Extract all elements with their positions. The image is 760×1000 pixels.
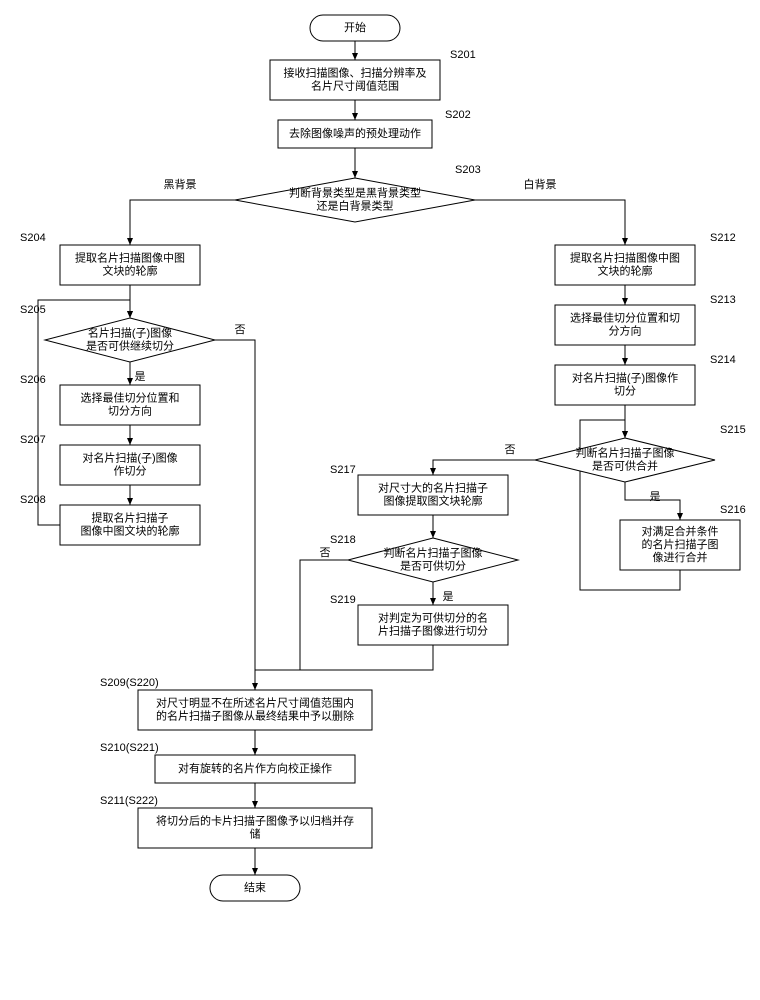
step-label-s205: S205 [20,304,46,316]
node-text-s212: 文块的轮廓 [598,263,653,277]
node-text-s205: 名片扫描(子)图像 [88,325,172,339]
node-text-s215: 是否可供合并 [592,458,658,472]
node-text-s207: 对名片扫描(子)图像 [82,450,177,464]
node-text-s216: 对满足合并条件 [642,524,719,538]
node-text-s214: 切分 [614,384,636,397]
node-text-s219: 片扫描子图像进行切分 [378,623,488,637]
step-label-s206: S206 [20,374,46,386]
flow-edge [255,560,348,670]
node-text-s215: 判断名片扫描子图像 [576,445,675,459]
node-text-end: 结束 [244,881,266,894]
node-text-s216: 的名片扫描子图 [642,537,719,551]
edge-label: 黑背景 [164,177,197,191]
edge-label: 是 [135,370,146,383]
node-text-s203: 还是白背景类型 [317,198,394,212]
flow-edge [255,645,433,670]
step-label-s209: S209(S220) [100,677,159,689]
node-text-s202: 去除图像噪声的预处理动作 [289,126,421,140]
node-text-s207: 作切分 [114,464,147,477]
node-text-s206: 选择最佳切分位置和 [81,390,180,404]
node-text-s219: 对判定为可供切分的名 [378,610,488,624]
node-text-s203: 判断背景类型是黑背景类型 [289,185,421,199]
node-text-start: 开始 [344,20,366,34]
node-text-s217: 图像提取图文块轮廓 [384,493,483,507]
step-label-s204: S204 [20,232,46,244]
node-text-s210: 对有旋转的名片作方向校正操作 [178,761,332,775]
edge-label: 否 [320,547,331,559]
node-text-s216: 像进行合并 [653,550,708,564]
step-label-s217: S217 [330,464,356,476]
node-text-s209: 的名片扫描子图像从最终结果中予以删除 [156,708,354,722]
node-text-s204: 文块的轮廓 [103,263,158,277]
node-text-s211: 储 [250,826,261,840]
node-text-s208: 图像中图文块的轮廓 [81,523,180,537]
node-text-s212: 提取名片扫描图像中图 [570,250,680,264]
node-text-s213: 选择最佳切分位置和切 [570,310,680,324]
node-text-s218: 是否可供切分 [400,558,466,572]
flow-edge [215,340,255,690]
edge-label: 是 [650,490,661,503]
step-label-s208: S208 [20,494,46,506]
step-label-s212: S212 [710,232,736,244]
node-text-s209: 对尺寸明显不在所述名片尺寸阈值范围内 [156,695,354,709]
flow-edge [130,200,235,245]
flow-edge [475,200,625,245]
flow-edge [433,460,535,475]
step-label-s219: S219 [330,594,356,606]
node-text-s204: 提取名片扫描图像中图 [75,250,185,264]
step-label-s207: S207 [20,434,46,446]
node-text-s211: 将切分后的卡片扫描子图像予以归档并存 [156,813,354,827]
edge-label: 否 [505,444,516,456]
node-text-s218: 判断名片扫描子图像 [384,545,483,559]
step-label-s218: S218 [330,534,356,546]
step-label-s203: S203 [455,164,481,176]
node-text-s201: 接收扫描图像、扫描分辨率及 [284,65,427,79]
flowchart-diagram: 开始接收扫描图像、扫描分辨率及名片尺寸阈值范围 S201 去除图像噪声的预处理动作 S… [0,0,760,1000]
step-label-s215: S215 [720,424,746,436]
node-text-s217: 对尺寸大的名片扫描子 [378,480,488,494]
step-label-s211: S211(S222) [100,795,158,807]
node-text-s205: 是否可供继续切分 [86,338,174,352]
step-label-s214: S214 [710,354,736,366]
step-label-s210: S210(S221) [100,742,159,754]
edge-label: 是 [443,590,454,603]
step-label-s202: S202 [445,109,471,121]
node-text-s214: 对名片扫描(子)图像作 [572,370,678,384]
step-label-s213: S213 [710,294,736,306]
step-label-s201: S201 [450,49,476,61]
node-text-s208: 提取名片扫描子 [92,510,169,524]
node-text-s206: 切分方向 [108,403,152,417]
edge-label: 否 [235,324,246,336]
node-text-s201: 名片尺寸阈值范围 [311,78,399,92]
edge-label: 白背景 [524,177,557,191]
step-label-s216: S216 [720,504,746,516]
node-text-s213: 分方向 [609,323,642,337]
